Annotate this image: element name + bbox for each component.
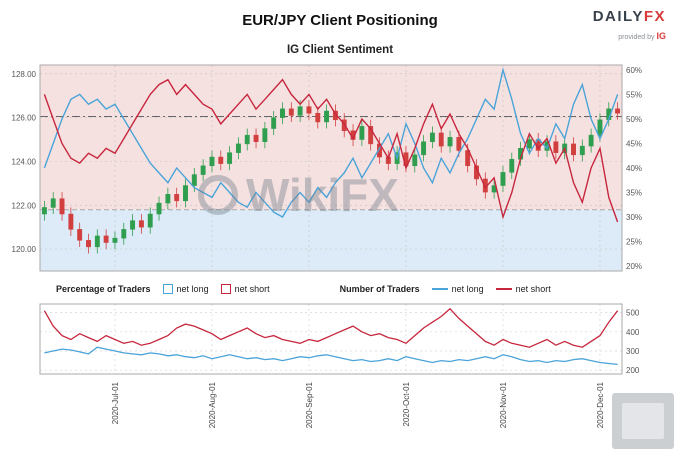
legend-number-title: Number of Traders xyxy=(339,284,420,294)
svg-text:400: 400 xyxy=(626,328,640,337)
svg-text:128.00: 128.00 xyxy=(12,70,37,79)
legend-percentage-title: Percentage of Traders xyxy=(56,284,151,294)
net-short-pct xyxy=(43,78,619,223)
x-axis-label: 2020-Dec-01 xyxy=(596,381,605,428)
svg-text:60%: 60% xyxy=(626,66,642,75)
corner-watermark-box xyxy=(612,393,674,449)
svg-text:120.00: 120.00 xyxy=(12,245,37,254)
svg-text:122.00: 122.00 xyxy=(12,201,37,210)
x-axis-label: 2020-Jul-01 xyxy=(111,381,120,424)
x-axis-label: 2020-Nov-01 xyxy=(499,381,508,428)
dailyfx-logo: DAILYFX provided by IG xyxy=(592,8,666,43)
svg-text:55%: 55% xyxy=(626,90,642,99)
svg-text:124.00: 124.00 xyxy=(12,157,37,166)
bg-long-zone xyxy=(40,209,622,271)
x-axis-label: 2020-Sep-01 xyxy=(305,381,314,428)
net-short-count xyxy=(43,307,619,348)
svg-text:500: 500 xyxy=(626,309,640,318)
ig-logo: IG xyxy=(656,30,666,41)
brand-daily: DAILY xyxy=(592,8,644,25)
svg-text:40%: 40% xyxy=(626,164,642,173)
corner-watermark-inner xyxy=(622,403,664,439)
svg-text:30%: 30% xyxy=(626,213,642,222)
svg-text:50%: 50% xyxy=(626,115,642,124)
svg-text:20%: 20% xyxy=(626,262,642,271)
svg-text:35%: 35% xyxy=(626,189,642,198)
net-long-count xyxy=(44,346,618,366)
svg-text:126.00: 126.00 xyxy=(12,114,37,123)
legend-num-net-short: net short xyxy=(495,284,551,294)
svg-text:25%: 25% xyxy=(626,238,642,247)
net-long-pct xyxy=(43,67,619,218)
provided-by: provided by IG xyxy=(618,30,666,41)
legend-num-net-long: net long xyxy=(431,284,484,294)
net-long-line-icon xyxy=(431,288,448,290)
chart-subtitle: IG Client Sentiment xyxy=(286,44,394,56)
brand-fx: FX xyxy=(643,8,666,25)
page-title: EUR/JPY Client Positioning xyxy=(242,12,438,29)
legend-pct-net-short: net short xyxy=(220,284,270,294)
svg-text:200: 200 xyxy=(626,366,640,375)
net-long-key-icon xyxy=(162,284,173,294)
legend-pct-net-long: net long xyxy=(162,284,209,294)
x-axis-label: 2020-Aug-01 xyxy=(208,381,217,428)
header: EUR/JPY Client Positioning DAILYFX provi… xyxy=(0,0,680,44)
number-of-traders-chart: 500 400 300 200 2020-Jul-01 2020-Aug-01 2020-S… xyxy=(39,303,640,428)
net-short-key-icon xyxy=(220,284,231,294)
x-axis-label: 2020-Oct-01 xyxy=(402,381,411,426)
main-sentiment-chart: 128.00 126.00 124.00 122.00 120.00 60% 55% 50% 4… xyxy=(12,64,642,272)
bg-short-zone xyxy=(40,65,622,210)
svg-text:300: 300 xyxy=(626,347,640,356)
legend: Percentage of Traders net long net short… xyxy=(0,279,680,298)
net-short-line-icon xyxy=(495,288,512,290)
svg-text:45%: 45% xyxy=(626,139,642,148)
dailyfx-wordmark: DAILYFX xyxy=(592,8,666,26)
